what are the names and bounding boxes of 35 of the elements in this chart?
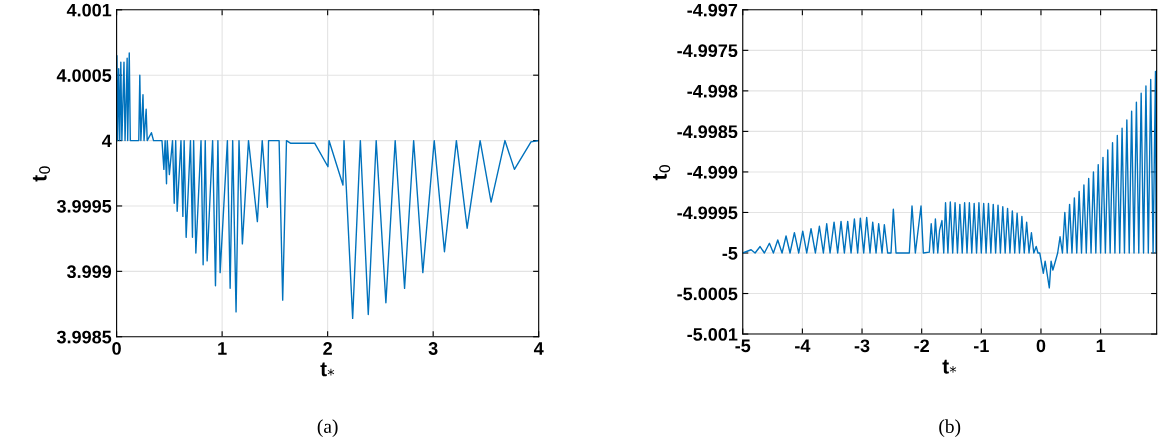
line-series [116,52,539,320]
y-tick-label: 4 [101,134,112,148]
x-tick-label: -3 [854,339,870,353]
y-tick-label: 4.0005 [56,69,112,82]
x-tick-label: -1 [974,339,989,352]
x-tick-label: 0 [112,342,121,355]
y-axis-title: t$_{0}$ [653,165,671,181]
y-tick-label: 3.9985 [56,330,112,344]
y-tick-label: -4.9995 [677,206,738,220]
y-tick-label: -5 [722,247,738,260]
y-tick-label: -4.9975 [677,44,738,58]
x-tick-label: -4 [795,339,811,352]
y-tick-label: -5.0005 [677,287,738,301]
text: (a) [317,419,338,437]
x-tick-label: -5 [735,339,751,353]
x-tick-label: 1 [218,342,227,355]
y-tick-label: -4.999 [687,165,738,179]
x-tick-label: 2 [323,342,332,355]
y-tick-label: 4.001 [66,3,112,17]
x-tick-label: 4 [533,342,544,355]
x-tick-label: -2 [914,339,929,352]
y-tick-label: -4.9985 [677,125,738,139]
x-tick-label: 0 [1036,339,1046,353]
y-tick-label: -4.998 [687,84,738,98]
text: (b) [939,419,961,437]
y-axis-title: t$_{0}$ [32,166,51,182]
x-axis-title: t$_{*}$ [942,359,957,374]
x-axis-title: t$_{*}$ [320,362,335,377]
line-series [742,69,1157,289]
y-tick-label: -5.001 [687,327,738,341]
y-tick-label: 3.9995 [56,199,112,213]
y-tick-label: -4.997 [687,3,738,17]
x-tick-label: 1 [1096,339,1106,352]
x-tick-label: 3 [428,342,438,355]
y-tick-label: 3.999 [66,265,112,279]
